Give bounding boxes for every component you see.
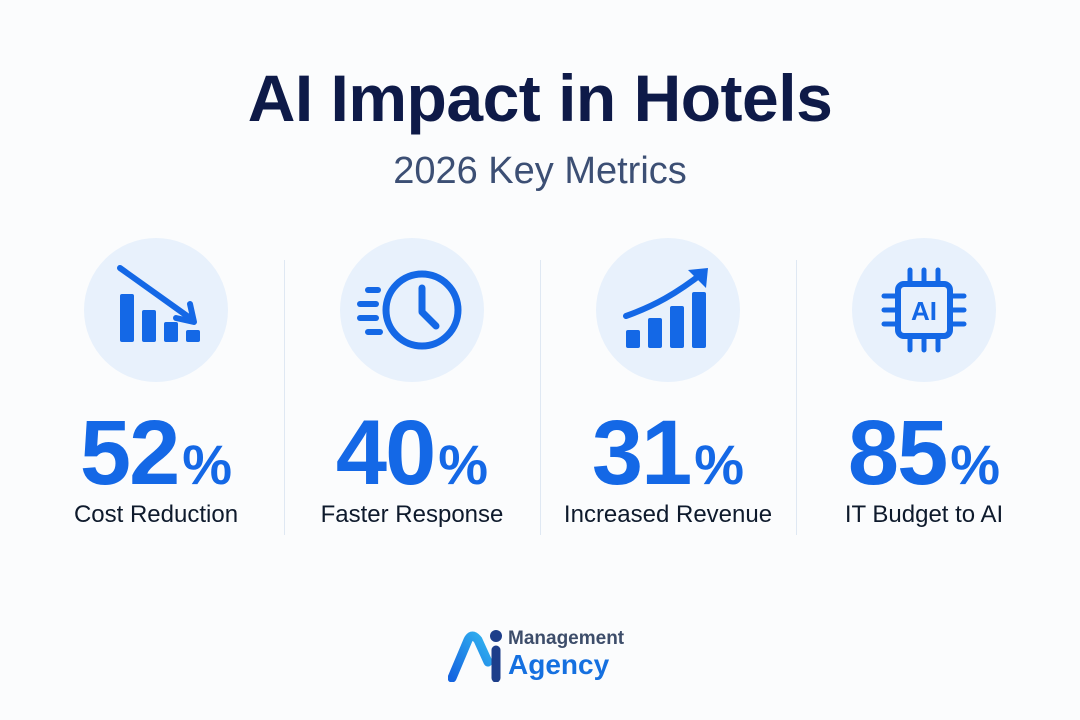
metric-number: 52 xyxy=(79,402,180,504)
divider xyxy=(540,260,541,535)
metric-increased-revenue: 31% Increased Revenue xyxy=(540,238,796,538)
icon-circle xyxy=(596,238,740,382)
logo-text: Management Agency xyxy=(508,626,624,680)
metric-label: Cost Reduction xyxy=(73,501,239,528)
metric-label: IT Budget to AI xyxy=(844,501,1004,528)
fast-clock-icon xyxy=(357,270,462,350)
bar-chart-up-icon xyxy=(623,268,708,348)
metric-value: 31% xyxy=(540,398,796,535)
metric-unit: % xyxy=(950,433,1001,496)
ai-chip-icon: AI xyxy=(881,267,967,353)
brand-logo: Management Agency xyxy=(448,626,624,682)
metric-unit: % xyxy=(182,433,233,496)
icon-circle xyxy=(340,238,484,382)
logo-line-agency: Agency xyxy=(508,649,610,680)
metric-value: 40% xyxy=(284,398,540,535)
metric-label: Increased Revenue xyxy=(563,501,773,528)
metric-number: 31 xyxy=(591,402,692,504)
metric-unit: % xyxy=(694,433,745,496)
logo-mark-icon xyxy=(448,630,502,682)
page-subtitle: 2026 Key Metrics xyxy=(393,150,687,192)
metric-value: 85% xyxy=(796,398,1052,535)
metric-unit: % xyxy=(438,433,489,496)
page-title: AI Impact in Hotels xyxy=(247,61,833,135)
logo-line-management: Management xyxy=(508,628,625,649)
icon-circle xyxy=(84,238,228,382)
divider xyxy=(284,260,285,535)
metric-it-budget: AI 85% IT Budget to AI xyxy=(796,238,1052,538)
metric-label: Faster Response xyxy=(320,501,504,528)
metric-number: 40 xyxy=(335,402,436,504)
divider xyxy=(796,260,797,535)
metric-faster-response: 40% Faster Response xyxy=(284,238,540,538)
metrics-row: 52% Cost Reduction 40% Faster Response xyxy=(28,238,1052,538)
icon-circle: AI xyxy=(852,238,996,382)
bar-chart-down-icon xyxy=(117,265,200,342)
metric-cost-reduction: 52% Cost Reduction xyxy=(28,238,284,538)
metric-number: 85 xyxy=(847,402,948,504)
metric-value: 52% xyxy=(28,398,284,535)
chip-label: AI xyxy=(911,296,937,326)
